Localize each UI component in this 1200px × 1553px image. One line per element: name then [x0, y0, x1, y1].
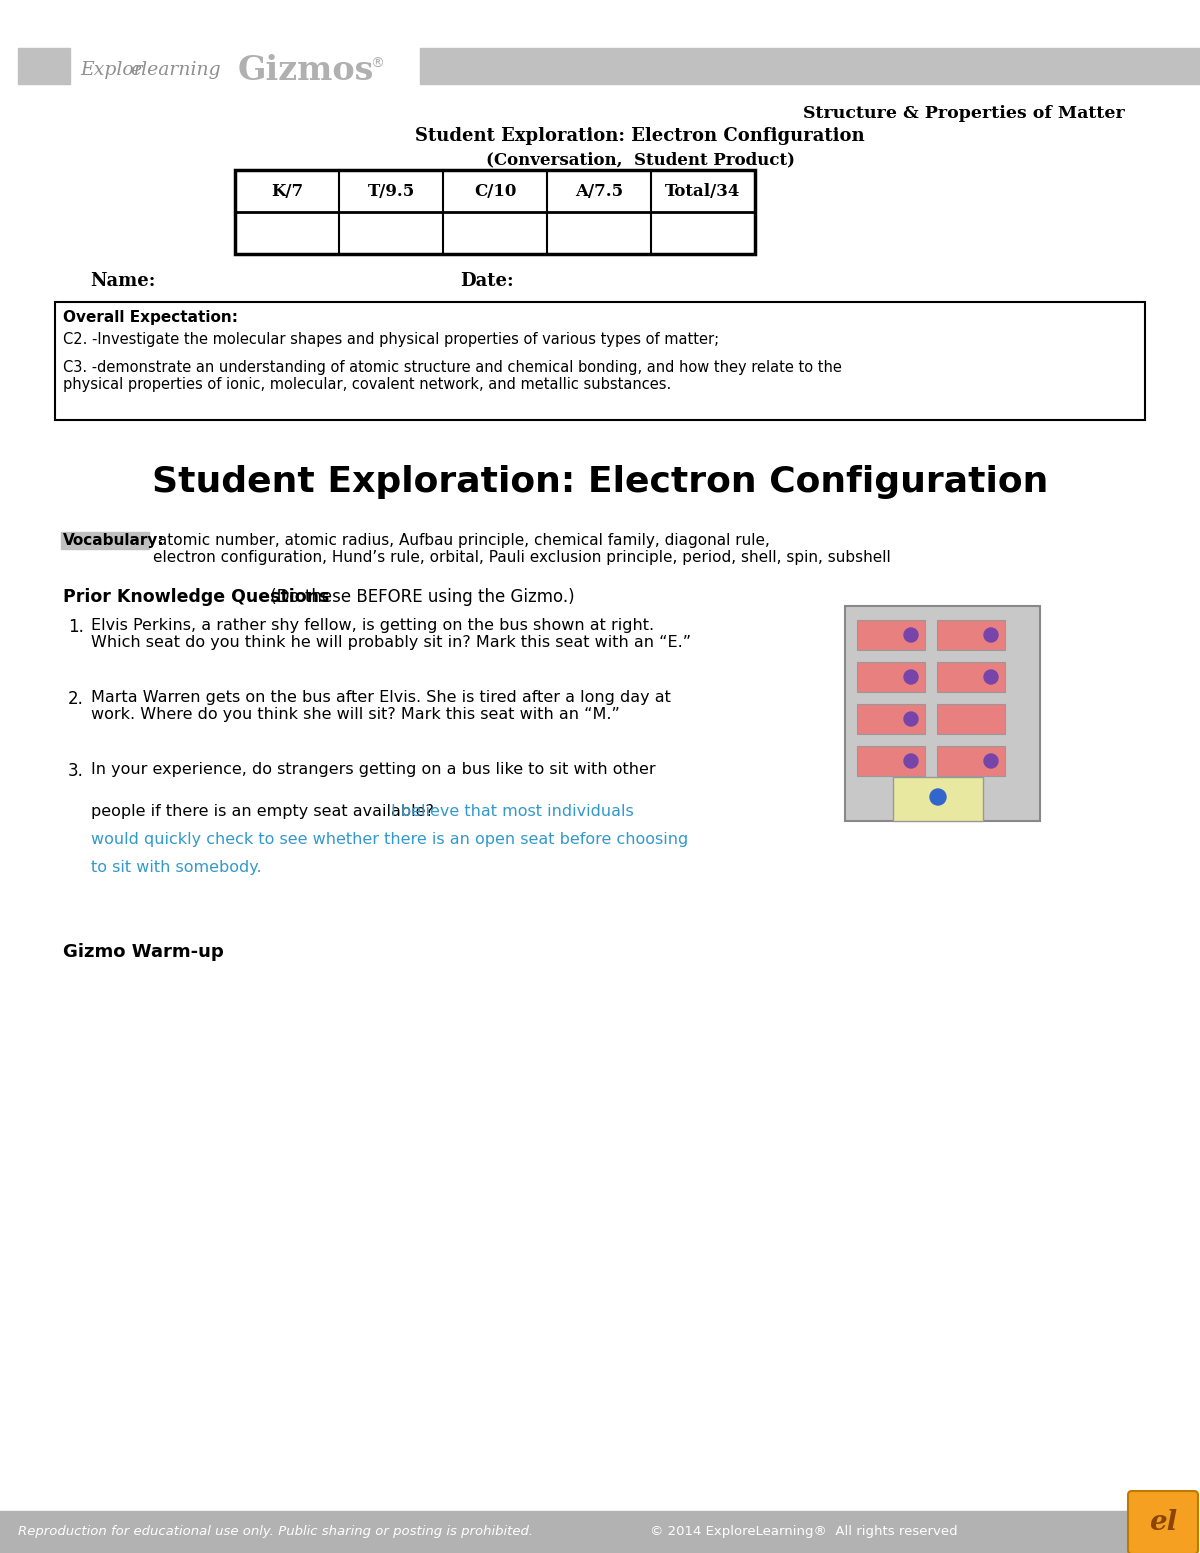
Text: 1.: 1.	[68, 618, 84, 637]
Text: Total/34: Total/34	[665, 183, 740, 199]
Text: A/7.5: A/7.5	[575, 183, 623, 199]
Bar	[893, 776, 983, 822]
Circle shape	[904, 755, 918, 769]
Text: would quickly check to see whether there is an open seat before choosing: would quickly check to see whether there…	[91, 832, 689, 846]
Text: C3. -demonstrate an understanding of atomic structure and chemical bonding, and : C3. -demonstrate an understanding of ato…	[64, 360, 842, 393]
Circle shape	[984, 669, 998, 683]
Text: Vocabulary:: Vocabulary:	[64, 533, 164, 548]
Bar	[857, 704, 925, 735]
Bar	[857, 662, 925, 693]
Bar	[0, 1511, 1135, 1553]
Circle shape	[904, 711, 918, 725]
Text: (Do these BEFORE using the Gizmo.): (Do these BEFORE using the Gizmo.)	[265, 589, 575, 606]
Text: people if there is an empty seat available?: people if there is an empty seat availab…	[91, 804, 444, 818]
Bar	[937, 662, 1006, 693]
Text: C/10: C/10	[474, 183, 516, 199]
Text: ®: ®	[370, 57, 384, 71]
Text: Overall Expectation:: Overall Expectation:	[64, 311, 238, 325]
Text: K/7: K/7	[271, 183, 304, 199]
Text: elearning: elearning	[130, 61, 221, 79]
Bar	[55, 301, 1145, 419]
Text: Gizmo Warm-up: Gizmo Warm-up	[64, 943, 223, 961]
Bar	[857, 745, 925, 776]
Text: to sit with somebody.: to sit with somebody.	[91, 860, 262, 874]
Circle shape	[930, 789, 946, 804]
Bar	[937, 704, 1006, 735]
Text: 3.: 3.	[68, 763, 84, 780]
Text: Name:: Name:	[90, 272, 155, 290]
Bar	[61, 533, 149, 550]
Bar	[937, 620, 1006, 651]
Circle shape	[904, 627, 918, 641]
Text: Elvis Perkins, a rather shy fellow, is getting on the bus shown at right.
Which : Elvis Perkins, a rather shy fellow, is g…	[91, 618, 691, 651]
Circle shape	[984, 755, 998, 769]
Text: Student Exploration: Electron Configuration: Student Exploration: Electron Configurat…	[415, 127, 865, 144]
Text: I believe that most individuals: I believe that most individuals	[391, 804, 634, 818]
FancyBboxPatch shape	[1128, 1491, 1198, 1553]
Bar	[937, 745, 1006, 776]
Text: Date:: Date:	[460, 272, 514, 290]
Bar	[18, 48, 70, 84]
Text: Marta Warren gets on the bus after Elvis. She is tired after a long day at
work.: Marta Warren gets on the bus after Elvis…	[91, 690, 671, 722]
Bar	[235, 169, 755, 255]
Text: Structure & Properties of Matter: Structure & Properties of Matter	[803, 106, 1126, 123]
Circle shape	[904, 669, 918, 683]
Text: Prior Knowledge Questions: Prior Knowledge Questions	[64, 589, 329, 606]
Text: Gizmos: Gizmos	[238, 53, 374, 87]
Text: In your experience, do strangers getting on a bus like to sit with other: In your experience, do strangers getting…	[91, 763, 655, 776]
Bar	[857, 620, 925, 651]
Text: (Conversation,  Student Product): (Conversation, Student Product)	[486, 151, 794, 168]
Text: atomic number, atomic radius, Aufbau principle, chemical family, diagonal rule,
: atomic number, atomic radius, Aufbau pri…	[154, 533, 890, 565]
Bar	[420, 48, 1200, 84]
Text: Reproduction for educational use only. Public sharing or posting is prohibited.: Reproduction for educational use only. P…	[18, 1525, 533, 1539]
Text: Explor: Explor	[80, 61, 143, 79]
Bar	[845, 606, 1040, 822]
Text: 2.: 2.	[68, 690, 84, 708]
Text: Student Exploration: Electron Configuration: Student Exploration: Electron Configurat…	[152, 464, 1048, 499]
Text: C2. -Investigate the molecular shapes and physical properties of various types o: C2. -Investigate the molecular shapes an…	[64, 332, 719, 346]
Text: © 2014 ExploreLearning®  All rights reserved: © 2014 ExploreLearning® All rights reser…	[650, 1525, 958, 1539]
Circle shape	[984, 627, 998, 641]
Text: el: el	[1148, 1508, 1177, 1536]
Text: T/9.5: T/9.5	[367, 183, 415, 199]
